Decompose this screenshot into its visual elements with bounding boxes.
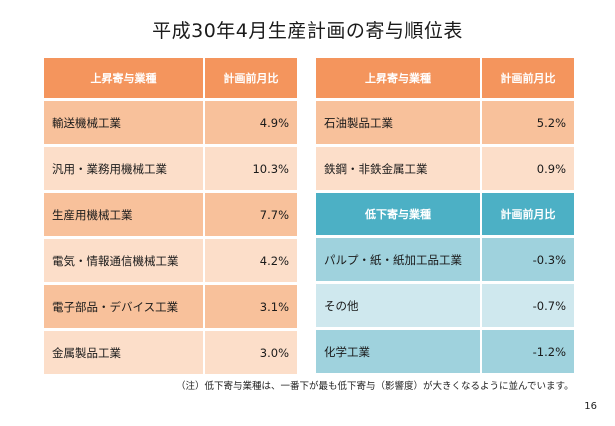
- value-cell: -0.7%: [480, 284, 574, 327]
- value-cell: 3.0%: [203, 331, 297, 374]
- industry-cell: 鉄鋼・非鉄金属工業: [316, 147, 480, 190]
- contribution-table-right: 上昇寄与業種 計画前月比 石油製品工業 5.2% 鉄鋼・非鉄金属工業 0.9% …: [316, 55, 574, 376]
- page-number: 16: [584, 401, 597, 412]
- table-row: その他 -0.7%: [316, 284, 574, 327]
- page-title: 平成30年4月生産計画の寄与順位表: [152, 20, 463, 42]
- industry-cell: 輸送機械工業: [44, 101, 203, 144]
- table-header-row-fall: 低下寄与業種 計画前月比: [316, 193, 574, 235]
- industry-cell: 金属製品工業: [44, 331, 203, 374]
- industry-cell: 石油製品工業: [316, 101, 480, 144]
- header-value-fall: 計画前月比: [480, 193, 574, 235]
- table-header-row: 上昇寄与業種 計画前月比: [316, 58, 574, 98]
- header-industry-fall: 低下寄与業種: [316, 193, 480, 235]
- value-cell: 5.2%: [480, 101, 574, 144]
- table-row: 電子部品・デバイス工業 3.1%: [44, 285, 297, 328]
- table-row: 汎用・業務用機械工業 10.3%: [44, 147, 297, 190]
- rise-contribution-table-left: 上昇寄与業種 計画前月比 輸送機械工業 4.9% 汎用・業務用機械工業 10.3…: [44, 55, 297, 377]
- header-value: 計画前月比: [203, 58, 297, 98]
- value-cell: 7.7%: [203, 193, 297, 236]
- value-cell: 4.2%: [203, 239, 297, 282]
- footnote: （注）低下寄与業種は、一番下が最も低下寄与（影響度）が大きくなるように並んでいま…: [176, 381, 574, 392]
- industry-cell: 電気・情報通信機械工業: [44, 239, 203, 282]
- industry-cell: 化学工業: [316, 330, 480, 373]
- industry-cell: 汎用・業務用機械工業: [44, 147, 203, 190]
- header-value: 計画前月比: [480, 58, 574, 98]
- table-row: 金属製品工業 3.0%: [44, 331, 297, 374]
- table-row: 生産用機械工業 7.7%: [44, 193, 297, 236]
- value-cell: -0.3%: [480, 238, 574, 281]
- value-cell: 3.1%: [203, 285, 297, 328]
- value-cell: 0.9%: [480, 147, 574, 190]
- value-cell: 4.9%: [203, 101, 297, 144]
- value-cell: 10.3%: [203, 147, 297, 190]
- industry-cell: 電子部品・デバイス工業: [44, 285, 203, 328]
- table-row: 鉄鋼・非鉄金属工業 0.9%: [316, 147, 574, 190]
- industry-cell: その他: [316, 284, 480, 327]
- table-row: 電気・情報通信機械工業 4.2%: [44, 239, 297, 282]
- industry-cell: 生産用機械工業: [44, 193, 203, 236]
- table-row: 石油製品工業 5.2%: [316, 101, 574, 144]
- table-row: 化学工業 -1.2%: [316, 330, 574, 373]
- header-industry: 上昇寄与業種: [316, 58, 480, 98]
- table-row: 輸送機械工業 4.9%: [44, 101, 297, 144]
- industry-cell: パルプ・紙・紙加工品工業: [316, 238, 480, 281]
- header-industry: 上昇寄与業種: [44, 58, 203, 98]
- table-header-row: 上昇寄与業種 計画前月比: [44, 58, 297, 98]
- table-row: パルプ・紙・紙加工品工業 -0.3%: [316, 238, 574, 281]
- value-cell: -1.2%: [480, 330, 574, 373]
